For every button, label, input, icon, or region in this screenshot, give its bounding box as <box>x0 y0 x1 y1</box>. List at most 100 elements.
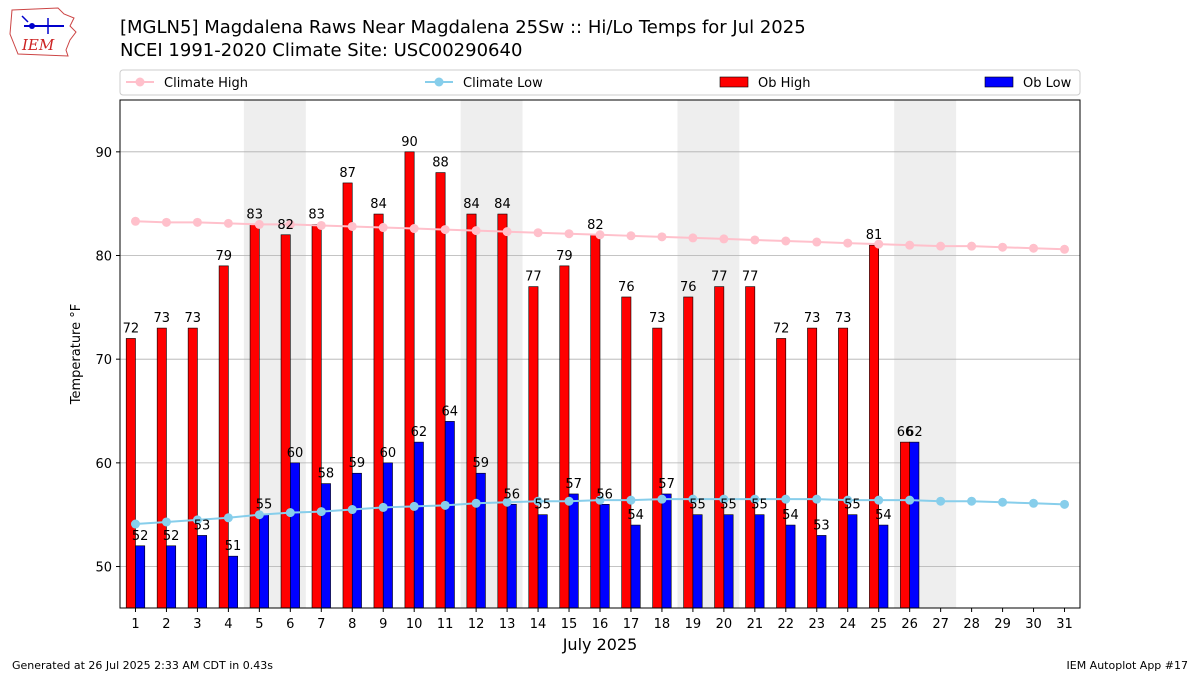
climate-point <box>503 227 512 236</box>
data-label: 55 <box>720 498 737 513</box>
x-tick-label: 22 <box>778 617 795 632</box>
x-tick-label: 29 <box>994 617 1011 632</box>
bar-ob-low <box>228 556 237 608</box>
x-tick-label: 26 <box>901 617 918 632</box>
y-tick-label: 80 <box>95 250 112 265</box>
bar-ob-low <box>910 442 919 608</box>
data-label: 51 <box>225 539 242 554</box>
data-label: 59 <box>349 456 366 471</box>
climate-point <box>1060 245 1069 254</box>
bar-ob-low <box>662 494 671 608</box>
data-label: 53 <box>813 518 830 533</box>
bar-ob-high <box>343 183 352 608</box>
climate-point <box>998 243 1007 252</box>
bar-ob-low <box>166 546 175 608</box>
climate-point <box>1029 244 1038 253</box>
legend-box <box>120 70 1080 95</box>
bar-ob-low <box>538 515 547 608</box>
data-label: 54 <box>627 508 644 523</box>
climate-point <box>998 498 1007 507</box>
data-label: 60 <box>380 446 397 461</box>
bar-ob-low <box>197 535 206 608</box>
x-tick-label: 25 <box>870 617 887 632</box>
bar-ob-low <box>755 515 764 608</box>
bar-ob-low <box>569 494 578 608</box>
climate-point <box>472 226 481 235</box>
climate-point <box>286 508 295 517</box>
data-label: 56 <box>503 487 520 502</box>
bar-ob-high <box>219 266 228 608</box>
bar-ob-high <box>653 328 662 608</box>
climate-point <box>967 242 976 251</box>
climate-point <box>750 235 759 244</box>
bar-ob-low <box>600 504 609 608</box>
x-tick-label: 9 <box>379 617 387 632</box>
data-label: 84 <box>463 197 480 212</box>
data-label: 77 <box>711 270 728 285</box>
climate-point <box>224 513 233 522</box>
bar-ob-low <box>693 515 702 608</box>
data-label: 77 <box>742 270 759 285</box>
x-tick-label: 7 <box>317 617 325 632</box>
bar-ob-low <box>352 473 361 608</box>
legend-label: Climate Low <box>463 76 543 91</box>
climate-point <box>162 218 171 227</box>
bar-ob-high <box>529 287 538 608</box>
climate-point <box>967 497 976 506</box>
x-tick-label: 10 <box>406 617 423 632</box>
x-tick-label: 31 <box>1056 617 1073 632</box>
climate-point <box>441 225 450 234</box>
data-label: 52 <box>132 529 149 544</box>
climate-point <box>565 229 574 238</box>
bar-ob-high <box>467 214 476 608</box>
data-label: 81 <box>866 228 883 243</box>
x-axis-label: July 2025 <box>562 635 638 654</box>
climate-point <box>843 239 852 248</box>
data-label: 76 <box>680 280 697 295</box>
legend-marker <box>136 78 145 87</box>
climate-point <box>131 217 140 226</box>
data-label: 73 <box>649 311 666 326</box>
x-tick-label: 17 <box>623 617 640 632</box>
x-tick-label: 1 <box>131 617 139 632</box>
data-label: 55 <box>689 498 706 513</box>
footer-app: IEM Autoplot App #17 <box>1067 659 1189 672</box>
x-tick-label: 2 <box>162 617 170 632</box>
bar-ob-low <box>786 525 795 608</box>
x-tick-label: 12 <box>468 617 485 632</box>
climate-point <box>657 495 666 504</box>
climate-point <box>936 242 945 251</box>
data-label: 57 <box>658 477 675 492</box>
x-tick-label: 23 <box>809 617 826 632</box>
bar-ob-high <box>436 173 445 608</box>
bar-ob-low <box>476 473 485 608</box>
data-label: 54 <box>782 508 799 523</box>
bar-ob-high <box>622 297 631 608</box>
data-label: 82 <box>587 218 604 233</box>
bar-ob-high <box>838 328 847 608</box>
data-label: 59 <box>473 456 490 471</box>
climate-point <box>472 499 481 508</box>
x-tick-label: 24 <box>839 617 856 632</box>
data-label: 73 <box>154 311 171 326</box>
x-tick-label: 20 <box>716 617 733 632</box>
climate-point <box>224 219 233 228</box>
y-tick-label: 90 <box>95 146 112 161</box>
climate-point <box>1029 499 1038 508</box>
climate-point <box>441 501 450 510</box>
data-label: 64 <box>442 404 459 419</box>
bar-ob-low <box>848 515 857 608</box>
x-tick-label: 27 <box>932 617 949 632</box>
climate-point <box>626 231 635 240</box>
x-tick-label: 16 <box>592 617 609 632</box>
climate-point <box>905 496 914 505</box>
data-label: 55 <box>256 498 273 513</box>
climate-point <box>905 241 914 250</box>
climate-point <box>534 228 543 237</box>
legend-label: Climate High <box>164 76 248 91</box>
climate-point <box>131 520 140 529</box>
data-label: 90 <box>401 135 418 150</box>
data-label: 87 <box>339 166 356 181</box>
legend-label: Ob Low <box>1023 76 1072 91</box>
